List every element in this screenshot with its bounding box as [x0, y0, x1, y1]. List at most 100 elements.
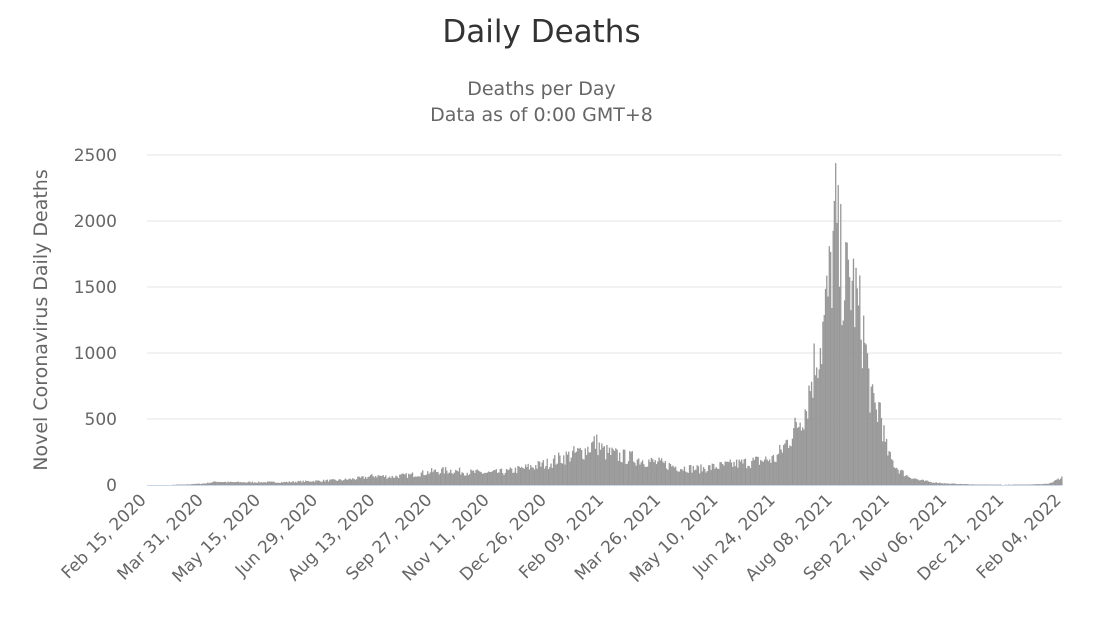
- bar: [422, 470, 424, 486]
- bar: [388, 476, 391, 486]
- bar: [302, 480, 304, 486]
- bar: [766, 459, 768, 486]
- bar: [831, 308, 833, 486]
- bar: [752, 457, 754, 486]
- bar: [324, 481, 326, 486]
- bar: [372, 476, 374, 486]
- bar: [696, 465, 698, 486]
- bar: [818, 369, 820, 486]
- bar: [254, 482, 256, 486]
- bar: [364, 476, 367, 486]
- bar: [784, 443, 786, 486]
- bar: [945, 483, 947, 486]
- bar: [274, 482, 276, 486]
- bar: [235, 482, 237, 486]
- bar: [573, 446, 575, 486]
- bar: [386, 478, 388, 486]
- bar: [857, 305, 860, 486]
- bar: [892, 460, 894, 486]
- bar: [823, 314, 825, 486]
- bar: [763, 459, 766, 486]
- bar: [597, 455, 599, 486]
- bar: [544, 468, 546, 486]
- bar: [771, 456, 773, 486]
- bar: [620, 461, 622, 486]
- bar: [311, 481, 313, 486]
- y-tick-label: 500: [85, 410, 117, 430]
- bar: [943, 483, 945, 486]
- bar: [424, 475, 426, 486]
- bar: [273, 481, 275, 486]
- bar: [794, 417, 796, 486]
- bar: [589, 452, 592, 486]
- bar: [619, 452, 621, 486]
- bar: [293, 482, 295, 486]
- bar: [916, 479, 918, 486]
- bar: [536, 468, 538, 486]
- bar: [442, 467, 444, 486]
- bar: [433, 470, 435, 486]
- bar: [963, 484, 965, 486]
- bar: [849, 277, 851, 486]
- bar: [706, 471, 708, 486]
- bar: [390, 478, 392, 486]
- bar: [245, 482, 247, 486]
- bar: [186, 484, 189, 486]
- bar: [341, 480, 344, 486]
- bar: [809, 391, 811, 486]
- bar: [319, 480, 321, 486]
- bar: [463, 475, 466, 486]
- bar: [757, 456, 759, 486]
- bar: [888, 451, 890, 486]
- bar: [765, 456, 767, 486]
- bar: [519, 467, 522, 486]
- bar: [264, 482, 266, 486]
- bar: [288, 481, 290, 486]
- bar: [484, 472, 486, 486]
- bar: [917, 479, 919, 486]
- bar: [212, 481, 214, 486]
- bar: [200, 483, 203, 486]
- bar: [950, 483, 952, 486]
- bar: [547, 469, 550, 486]
- bar: [236, 481, 238, 486]
- bar: [378, 475, 381, 486]
- bar: [556, 463, 559, 486]
- bar: [361, 476, 363, 486]
- bar: [287, 482, 289, 486]
- bar: [438, 474, 440, 486]
- bar: [686, 472, 688, 486]
- bar: [395, 475, 397, 486]
- bar: [653, 462, 655, 486]
- bar: [898, 473, 900, 486]
- bar: [885, 438, 888, 486]
- bar: [874, 402, 876, 486]
- bar: [934, 483, 936, 486]
- bar: [531, 467, 533, 486]
- bar: [732, 466, 734, 486]
- bar: [217, 481, 219, 486]
- bar: [666, 468, 668, 486]
- bar: [582, 458, 584, 486]
- bar: [951, 483, 954, 486]
- bar: [762, 461, 764, 486]
- bar: [579, 447, 581, 486]
- bar: [882, 441, 884, 486]
- bar: [767, 461, 769, 486]
- bar: [474, 472, 476, 486]
- bar: [779, 444, 781, 486]
- bar: [941, 483, 944, 486]
- bar: [477, 470, 480, 486]
- bar: [466, 472, 468, 486]
- bar: [605, 459, 607, 486]
- bar: [527, 463, 529, 486]
- bar: [266, 481, 269, 486]
- bar: [629, 450, 631, 486]
- bar: [526, 467, 528, 486]
- bar: [1046, 483, 1048, 486]
- bar: [1058, 479, 1061, 486]
- bar: [733, 461, 735, 486]
- bar: [366, 478, 368, 486]
- bar: [294, 481, 297, 486]
- bar: [607, 452, 609, 486]
